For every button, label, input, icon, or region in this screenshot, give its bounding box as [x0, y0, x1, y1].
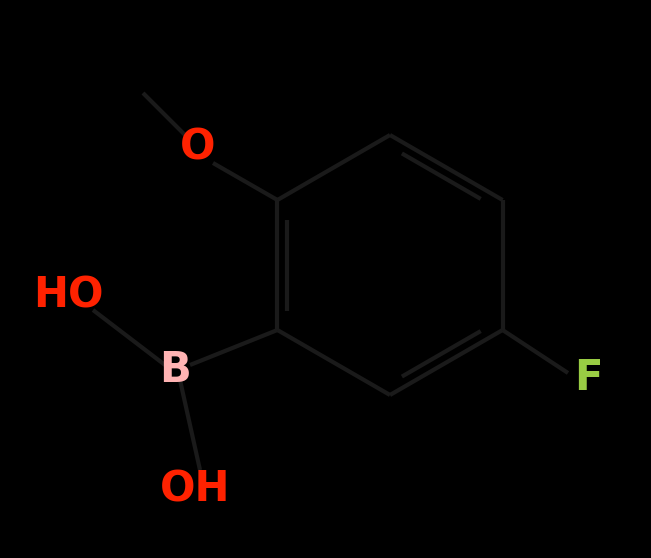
Text: HO: HO	[33, 274, 104, 316]
Text: OH: OH	[159, 469, 230, 511]
Text: B: B	[159, 349, 191, 391]
Text: F: F	[574, 357, 602, 399]
Text: O: O	[180, 127, 215, 169]
